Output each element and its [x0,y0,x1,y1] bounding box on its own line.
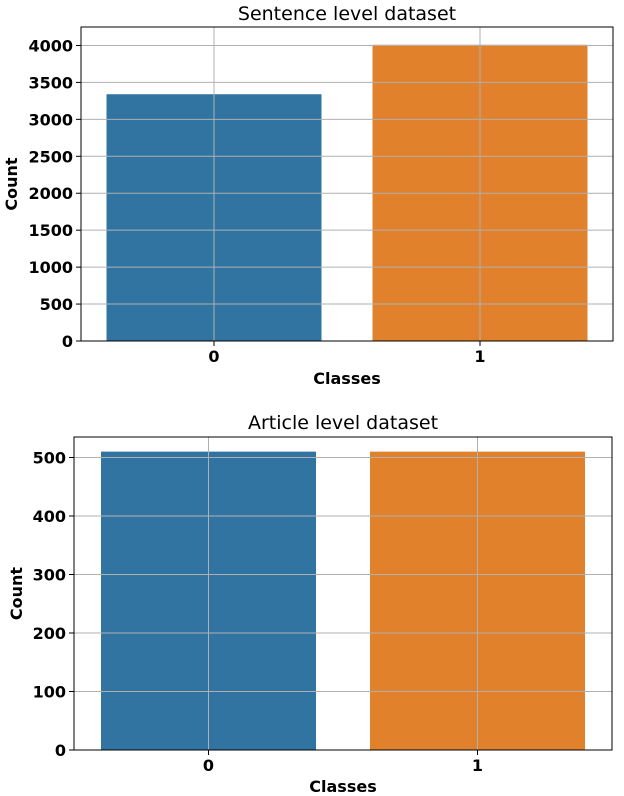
y-tick-label: 4000 [28,36,73,55]
x-tick-label: 0 [208,347,219,366]
y-axis-label: Count [2,157,21,211]
plot-frame [80,26,614,342]
y-tick-label: 2000 [28,184,73,203]
x-tick-label: 0 [203,756,214,775]
y-tick-label: 1000 [28,258,73,277]
sentence-level-chart: 0 500 1000 1500 2000 2500 3000 3500 4000 0 1 Senten… [2,3,614,388]
y-tick-label: 3000 [28,110,73,129]
chart-title: Sentence level dataset [238,3,456,25]
y-tick-label: 300 [33,565,66,584]
plot-frame [73,436,613,751]
y-tick-label: 0 [55,741,66,760]
chart-title: Article level dataset [248,412,438,434]
x-tick-label: 1 [472,756,483,775]
y-tick-label: 3500 [28,73,73,92]
y-tick-label: 0 [62,332,73,351]
y-tick-label: 100 [33,682,66,701]
y-axis-label: Count [7,567,26,621]
x-tick-label: 1 [474,347,485,366]
article-level-chart: 0 100 200 300 400 500 0 1 Article level dataset C… [7,412,613,796]
y-tick-label: 500 [33,448,66,467]
y-tick-label: 2500 [28,147,73,166]
y-tick-label: 400 [33,507,66,526]
y-tick-label: 1500 [28,221,73,240]
x-axis-label: Classes [313,369,380,388]
x-axis-label: Classes [309,777,376,796]
y-tick-label: 200 [33,624,66,643]
y-tick-label: 500 [40,295,73,314]
